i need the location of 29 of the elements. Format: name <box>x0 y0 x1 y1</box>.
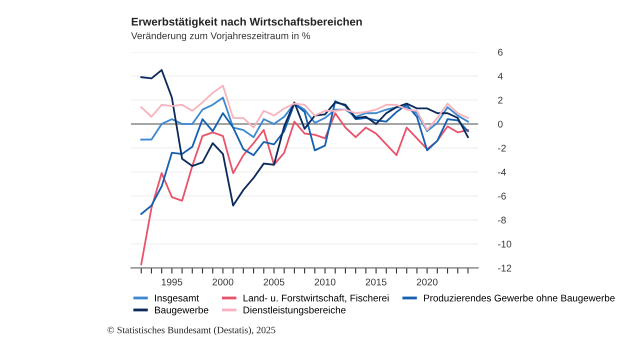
y-tick-label: -6 <box>498 192 506 200</box>
x-tick-label: 2005 <box>264 278 284 286</box>
chart-subtitle: Veränderung zum Vorjahreszeitraum in % <box>131 32 310 42</box>
legend-label: Produzierendes Gewerbe ohne Baugewerbe <box>424 294 615 304</box>
chart-title: Erwerbstätigkeit nach Wirtschaftsbereichen <box>132 17 362 28</box>
x-tick-label: 2010 <box>314 278 336 286</box>
y-tick-label: -4 <box>498 168 506 176</box>
x-tick-label: 2000 <box>212 278 234 286</box>
line-series <box>140 96 469 140</box>
legend-label: Land- u. Forstwirtschaft, Fischerei <box>244 294 389 303</box>
text: © Statistisches Bundesamt (Destatis), 2025 <box>108 326 276 336</box>
y-tick-label: -12 <box>498 264 512 272</box>
y-tick-label: 2 <box>498 96 503 104</box>
x-tick-label: 1995 <box>162 278 182 286</box>
x-tick-label: 2015 <box>366 278 386 286</box>
line-series <box>140 112 469 266</box>
legend-label: Baugewerbe <box>154 306 208 316</box>
y-tick-label: 0 <box>498 120 503 128</box>
x-tick-label: 2020 <box>416 278 438 286</box>
y-tick-label: 6 <box>498 48 503 56</box>
line-series <box>140 100 469 215</box>
y-tick-label: -8 <box>498 216 506 224</box>
line-series <box>140 69 469 206</box>
y-tick-label: 4 <box>498 72 503 80</box>
legend-label: Dienstleistungsbereiche <box>244 306 346 316</box>
line-series <box>140 84 469 131</box>
legend-label: Insgesamt <box>155 294 199 304</box>
y-tick-label: -10 <box>498 240 512 248</box>
y-tick-label: -2 <box>498 144 506 152</box>
